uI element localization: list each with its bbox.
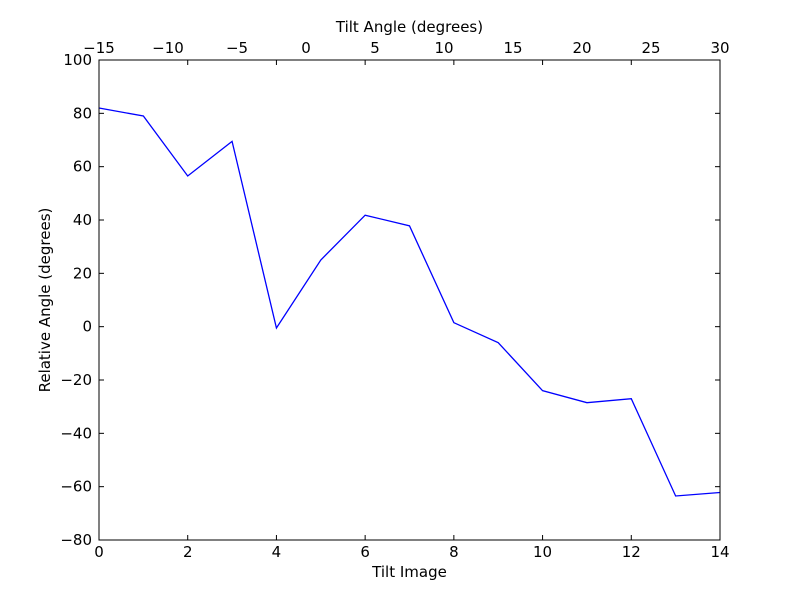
- top-x-tick-label: 15: [503, 39, 522, 57]
- x-tick-label: 0: [94, 543, 104, 561]
- y-tick-label: −80: [60, 531, 92, 549]
- y-tick-label: 60: [73, 158, 92, 176]
- series-layer: [98, 107, 721, 497]
- top-x-axis-title: Tilt Angle (degrees): [335, 18, 483, 36]
- top-x-tick-label: 25: [641, 39, 660, 57]
- y-tick-label: −40: [60, 424, 92, 442]
- top-x-tick-label: −15: [83, 39, 115, 57]
- y-axis-title: Relative Angle (degrees): [36, 208, 54, 393]
- x-tick-label: 8: [449, 543, 459, 561]
- x-axis-title: Tilt Image: [371, 563, 447, 581]
- x-tick-label: 2: [183, 543, 193, 561]
- top-x-tick-label: −10: [152, 39, 184, 57]
- series-line: [98, 107, 721, 497]
- top-x-tick-label: −5: [226, 39, 248, 57]
- top-x-tick-label: 10: [434, 39, 453, 57]
- top-x-tick-label: 0: [301, 39, 311, 57]
- x-tick-label: 6: [360, 543, 370, 561]
- top-x-tick-label: 20: [572, 39, 591, 57]
- y-tick-label: 80: [73, 104, 92, 122]
- y-tick-label: −60: [60, 478, 92, 496]
- y-tick-label: 40: [73, 211, 92, 229]
- y-tick-label: 0: [82, 318, 92, 336]
- y-tick-label: 100: [63, 51, 92, 69]
- tick-labels-layer: 0 2 4 6 8 10 12 14 −15 −10 −5 0 5 10 15 20 25 30 −80 −60 −40…: [60, 39, 729, 561]
- plot-frame: [98, 59, 721, 541]
- x-tick-label: 4: [272, 543, 282, 561]
- plot-area: [99, 60, 720, 540]
- y-tick-label: 20: [73, 264, 92, 282]
- x-tick-label: 14: [710, 543, 729, 561]
- x-tick-label: 10: [533, 543, 552, 561]
- y-tick-label: −20: [60, 371, 92, 389]
- x-tick-label: 12: [622, 543, 641, 561]
- top-x-tick-label: 5: [370, 39, 380, 57]
- top-x-tick-label: 30: [710, 39, 729, 57]
